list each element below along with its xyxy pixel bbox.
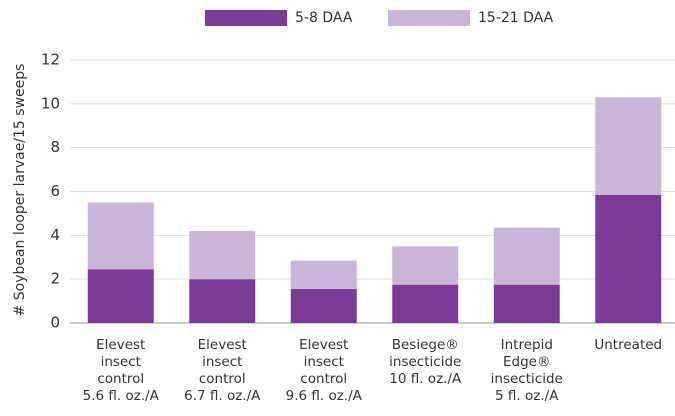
y-tick-label: 0 (50, 314, 60, 332)
y-tick-label: 4 (50, 226, 60, 244)
bar-segment (290, 289, 357, 323)
x-tick-label: insecticide (491, 371, 563, 387)
legend-label: 15-21 DAA (478, 10, 554, 26)
x-tick-label: 9.6 fl. oz./A (286, 388, 363, 404)
bar-segment (87, 269, 154, 323)
x-tick-label: 6.7 fl. oz./A (184, 388, 261, 404)
legend-label: 5-8 DAA (295, 10, 353, 26)
x-tick-label: 5.6 fl. oz./A (83, 388, 160, 404)
x-tick-label: control (199, 371, 246, 387)
bar-segment (189, 230, 256, 280)
x-tick-label: Elevest (198, 337, 247, 353)
x-tick-label: insect (101, 354, 141, 370)
x-tick-label: Untreated (594, 337, 662, 353)
bar-segment (189, 279, 256, 323)
bar-segment (493, 227, 560, 285)
x-tick-label: 10 fl. oz./A (389, 371, 462, 387)
x-tick-label: Intrepid (501, 337, 553, 353)
x-tick-label: Besiege® (392, 337, 459, 353)
x-tick-label: insecticide (389, 354, 461, 370)
bar-segment (595, 194, 662, 323)
x-tick-label: control (300, 371, 347, 387)
y-tick-label: 12 (41, 51, 60, 69)
bar-segment (595, 97, 662, 195)
bar-segment (493, 284, 560, 323)
x-tick-label: insect (304, 354, 344, 370)
y-tick-label: 2 (50, 270, 60, 288)
legend-swatch (205, 10, 287, 26)
bar-segment (87, 202, 154, 270)
legend-swatch (388, 10, 470, 26)
bar-segment (392, 246, 459, 285)
bar-segment (290, 260, 357, 290)
x-tick-label: Edge® (503, 354, 550, 370)
y-tick-label: 10 (41, 94, 60, 112)
x-tick-label: insect (202, 354, 242, 370)
x-tick-label: 5 fl. oz./A (495, 388, 559, 404)
x-tick-label: control (97, 371, 144, 387)
y-tick-label: 6 (50, 182, 60, 200)
bar-segment (392, 284, 459, 323)
y-axis-label: # Soybean looper larvae/15 sweeps (12, 64, 28, 317)
x-tick-label: Elevest (299, 337, 348, 353)
x-tick-label: Elevest (96, 337, 145, 353)
y-tick-label: 8 (50, 138, 60, 156)
